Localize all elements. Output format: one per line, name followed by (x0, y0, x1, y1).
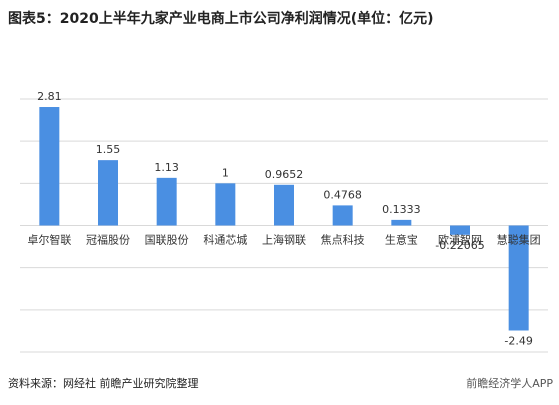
x-tick-label: 焦点科技 (321, 233, 365, 247)
bar (274, 184, 294, 226)
value-label: 1 (222, 166, 229, 179)
x-tick-label: 卓尔智联 (27, 233, 71, 247)
x-tick-label: 欧浦智网 (438, 233, 482, 247)
bar (215, 183, 236, 226)
chart-title: 图表5：2020上半年九家产业电商上市公司净利润情况(单位：亿元) (8, 10, 434, 27)
watermark: 前瞻经济学人APP (466, 376, 553, 390)
bar (391, 219, 412, 226)
source: 资料来源：网经社 前瞻产业研究院整理 (8, 376, 199, 390)
bar (39, 107, 60, 226)
bar (508, 225, 529, 331)
x-tick-label: 生意宝 (385, 233, 418, 247)
value-label: 0.4768 (323, 188, 362, 201)
bar (156, 177, 177, 226)
value-label: -2.49 (504, 334, 532, 347)
value-label: 0.1333 (382, 203, 421, 216)
x-tick-label: 慧聪集团 (497, 233, 541, 247)
value-label: -0.22065 (435, 239, 484, 252)
x-tick-label: 科通芯城 (203, 233, 247, 247)
bar (450, 225, 470, 235)
x-tick-label: 国联股份 (145, 234, 189, 247)
value-label: 1.55 (96, 143, 121, 156)
bar (98, 160, 118, 226)
x-tick-label: 冠福股份 (86, 233, 130, 247)
bar (332, 205, 353, 226)
value-label: 0.9652 (265, 168, 304, 181)
value-label: 1.13 (154, 161, 179, 174)
x-tick-label: 上海钢联 (262, 233, 306, 247)
value-label: 2.81 (37, 90, 62, 103)
